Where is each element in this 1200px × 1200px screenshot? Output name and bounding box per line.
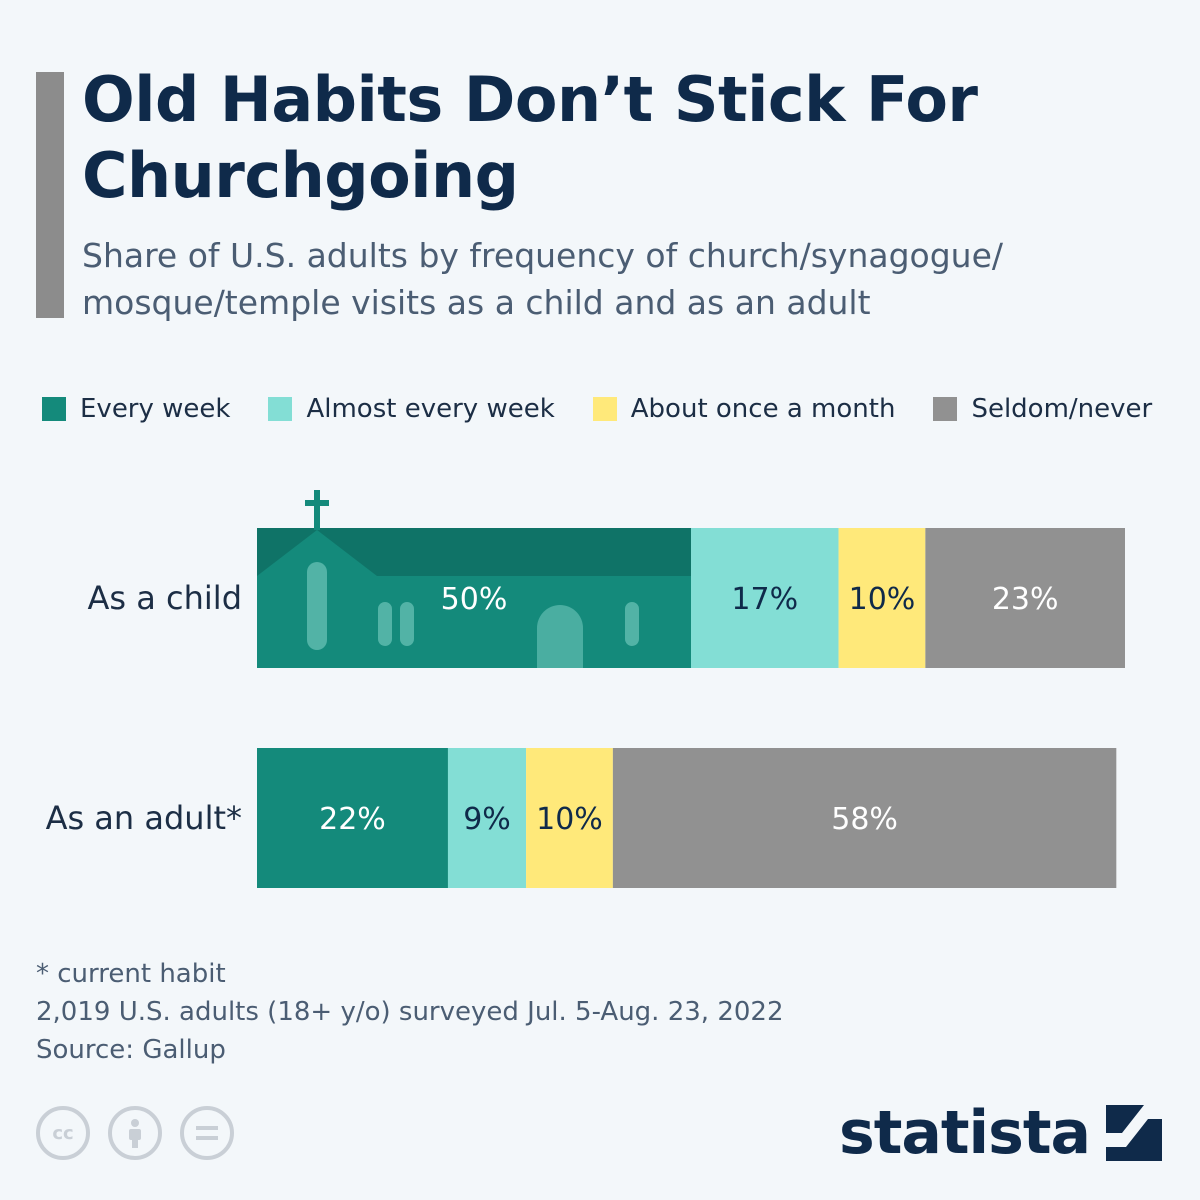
legend-item-once-a-month: About once a month [592,394,896,424]
license-icons: cc [36,1106,252,1160]
bar-segment [257,748,448,888]
legend-swatch [592,397,617,421]
data-label: 17% [731,582,798,617]
data-label: 22% [319,802,386,837]
statista-logo-icon [1106,1105,1162,1161]
bar-segment [691,528,839,668]
bar-segment [526,748,613,888]
legend-item-seldom-never: Seldom/never [933,394,1152,424]
brand-name: statista [838,1098,1091,1168]
bar-segment [838,528,926,668]
cc-icon[interactable]: cc [36,1106,90,1160]
legend-label: Almost every week [306,394,555,424]
legend-item-almost-every-week: Almost every week [268,394,555,424]
category-label: As a child [88,579,242,617]
data-label: 9% [463,802,511,837]
bar-segment [612,748,1117,888]
brand-logo[interactable]: statista [839,1098,1164,1168]
church-gable [257,530,377,576]
no-derivatives-icon[interactable] [180,1106,234,1160]
cross-icon [314,490,320,530]
legend-label: Every week [80,394,231,424]
legend-label: Seldom/never [971,394,1153,424]
data-label: 10% [536,802,603,837]
stacked-bar-chart: As a child 50% 17% 10% 23% As an adult* 22% 9% 1… [46,490,1125,888]
survey-note: 2,019 U.S. adults (18+ y/o) surveyed Jul… [36,997,784,1027]
bar-segment [447,748,527,888]
church-door [537,605,583,668]
attribution-icon[interactable] [108,1106,162,1160]
legend-swatch [933,397,958,421]
data-label: 50% [441,582,508,617]
data-label: 10% [849,582,916,617]
bar-segment [925,528,1125,668]
footnote: * current habit [36,959,226,989]
legend-swatch [268,397,293,421]
category-label: As an adult* [46,799,242,837]
title-accent-bar [36,72,64,318]
cross-icon [305,500,329,506]
chart-subtitle: Share of U.S. adults by frequency of chu… [82,236,1004,322]
legend-label: About once a month [630,394,896,424]
data-label: 58% [831,802,898,837]
church-window [625,602,639,646]
chart-title: Old Habits Don’t Stick For Churchgoing [82,63,978,212]
church-window [378,602,392,646]
church-window [307,562,327,650]
chart-notes: * current habit 2,019 U.S. adults (18+ y… [36,955,784,1069]
legend-item-every-week: Every week [42,394,230,424]
source-note: Source: Gallup [36,1035,226,1065]
legend-swatch [42,397,66,421]
church-window [400,602,414,646]
data-label: 23% [992,582,1059,617]
legend: Every week Almost every week About once … [42,392,1152,426]
